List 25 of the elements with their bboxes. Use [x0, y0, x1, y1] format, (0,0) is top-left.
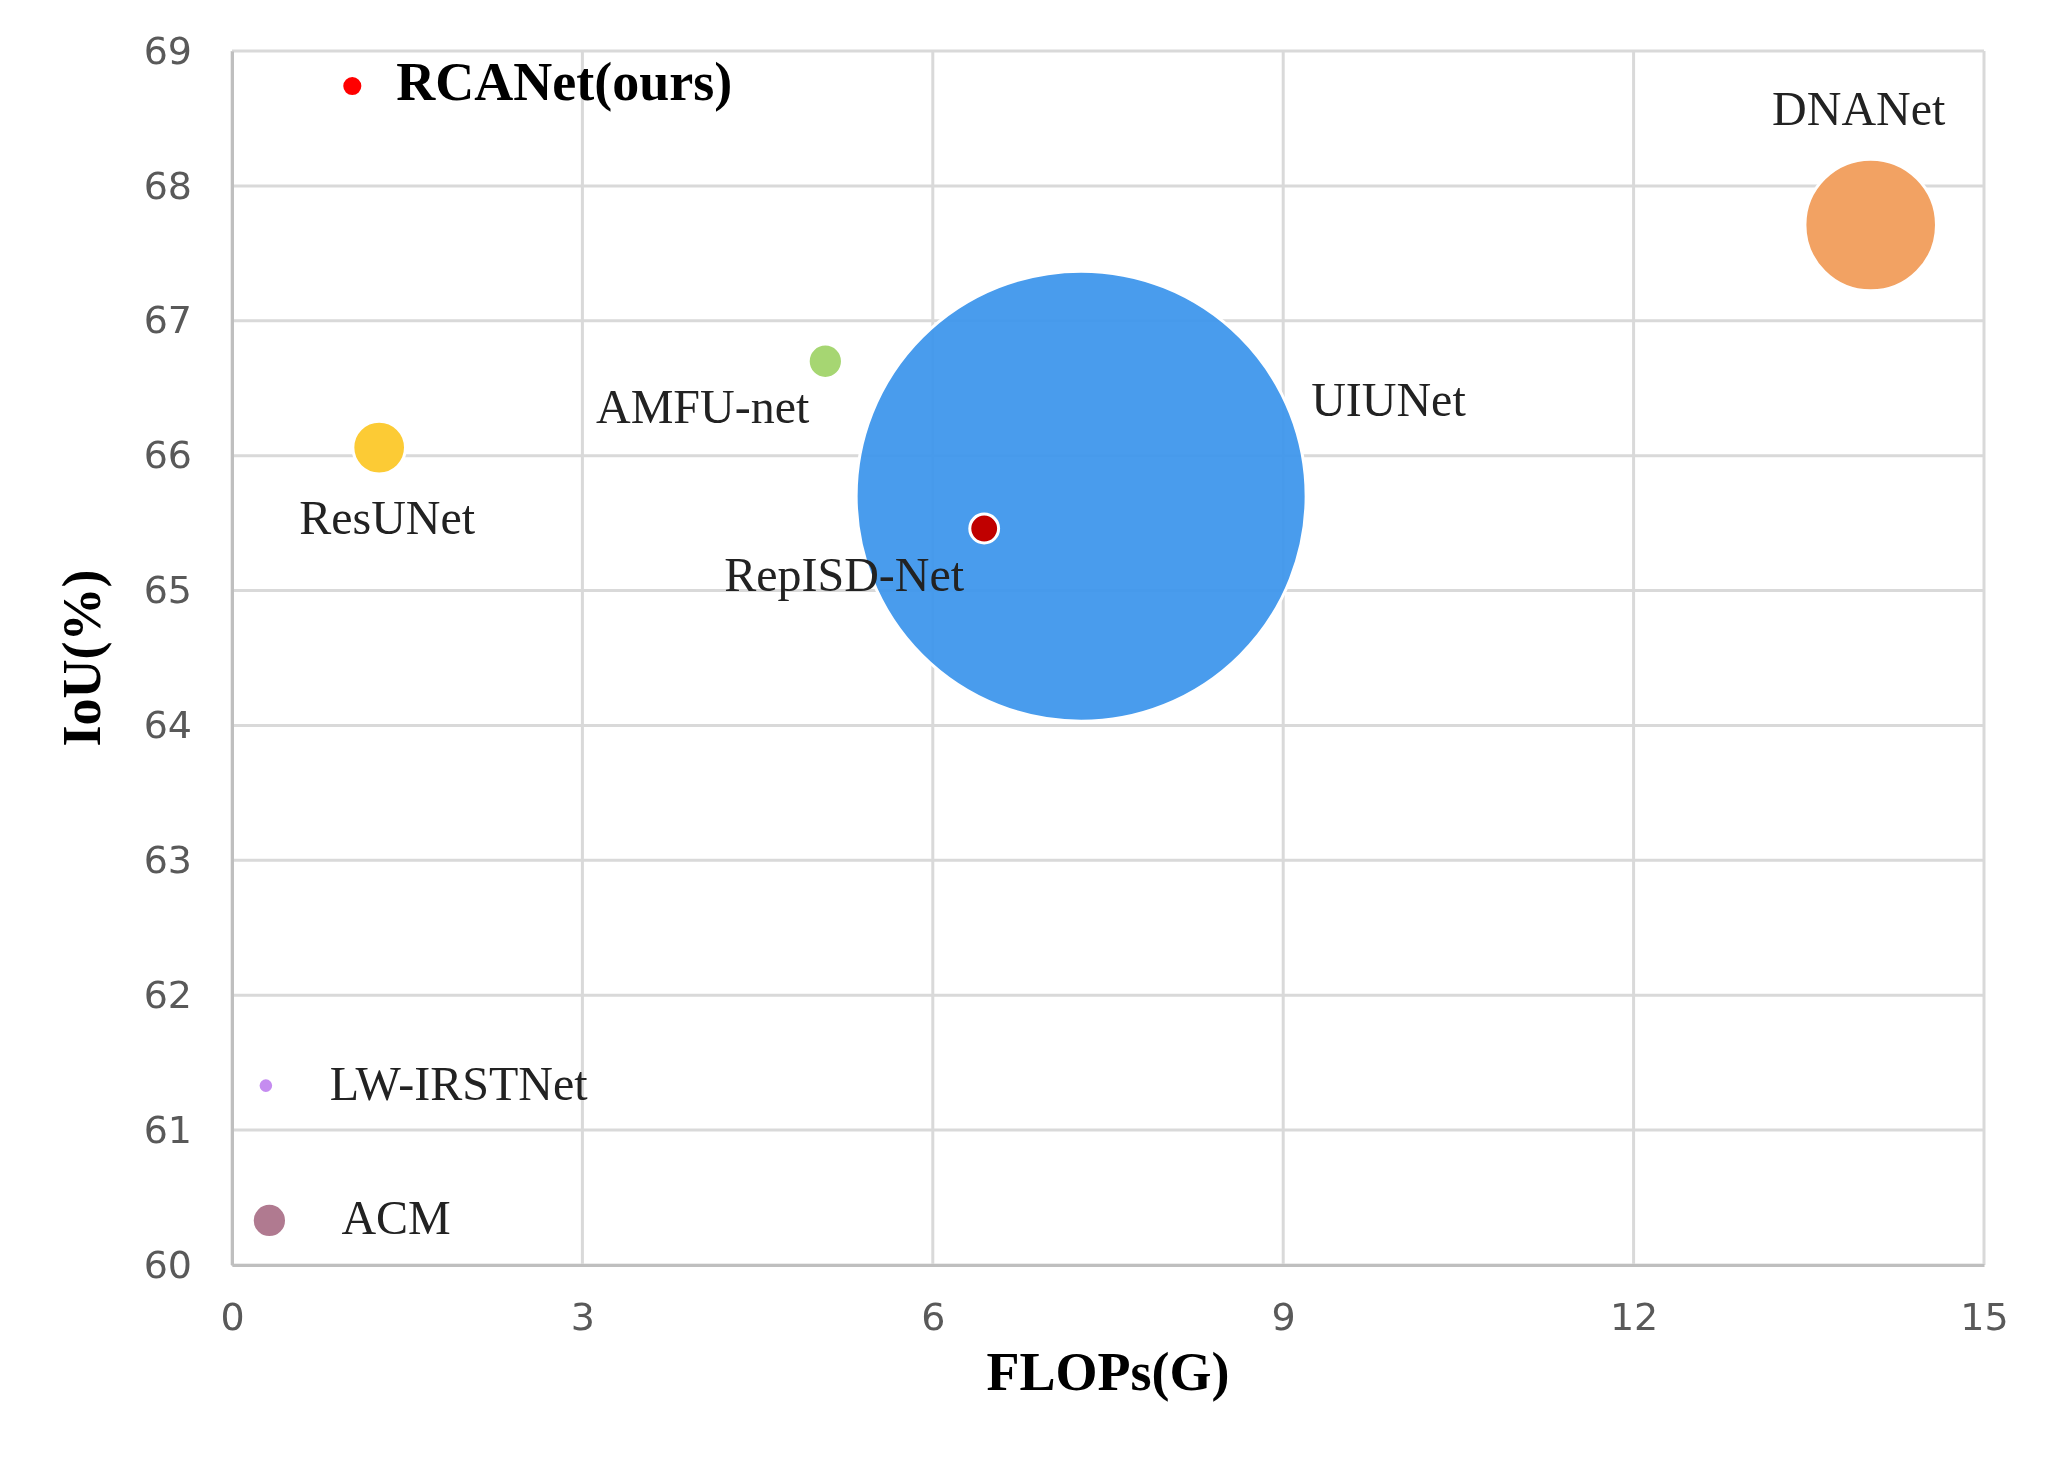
x-tick-label: 3: [570, 1294, 595, 1339]
x-tick-label: 9: [1271, 1294, 1296, 1339]
series-label: DNANet: [1772, 82, 1947, 136]
y-tick-label: 63: [143, 837, 192, 882]
series-label: LW-IRSTNet: [329, 1056, 589, 1110]
y-tick-label: 69: [143, 28, 192, 73]
y-tick-label: 60: [143, 1242, 192, 1287]
y-tick-label: 68: [143, 163, 192, 208]
y-tick-label: 61: [143, 1107, 192, 1152]
x-tick-label: 12: [1609, 1294, 1659, 1339]
y-tick-label: 66: [143, 433, 192, 478]
y-tick-label: 67: [143, 298, 192, 343]
x-axis-title: FLOPs(G): [986, 1342, 1230, 1402]
series-label: ResUNet: [299, 490, 476, 544]
series-label: UIUNet: [1311, 373, 1467, 427]
x-tick-label: 15: [1960, 1294, 2009, 1339]
y-tick-label: 62: [143, 972, 192, 1017]
series-label: AMFU-net: [596, 380, 811, 434]
y-axis-title: IoU(%): [52, 569, 112, 747]
y-tick-label: 65: [143, 568, 192, 613]
series-label: RCANet(ours): [396, 52, 733, 113]
y-tick-label: 64: [143, 703, 192, 748]
x-tick-label: 6: [921, 1294, 946, 1339]
series-label: ACM: [341, 1191, 451, 1245]
x-tick-label: 0: [220, 1294, 245, 1339]
